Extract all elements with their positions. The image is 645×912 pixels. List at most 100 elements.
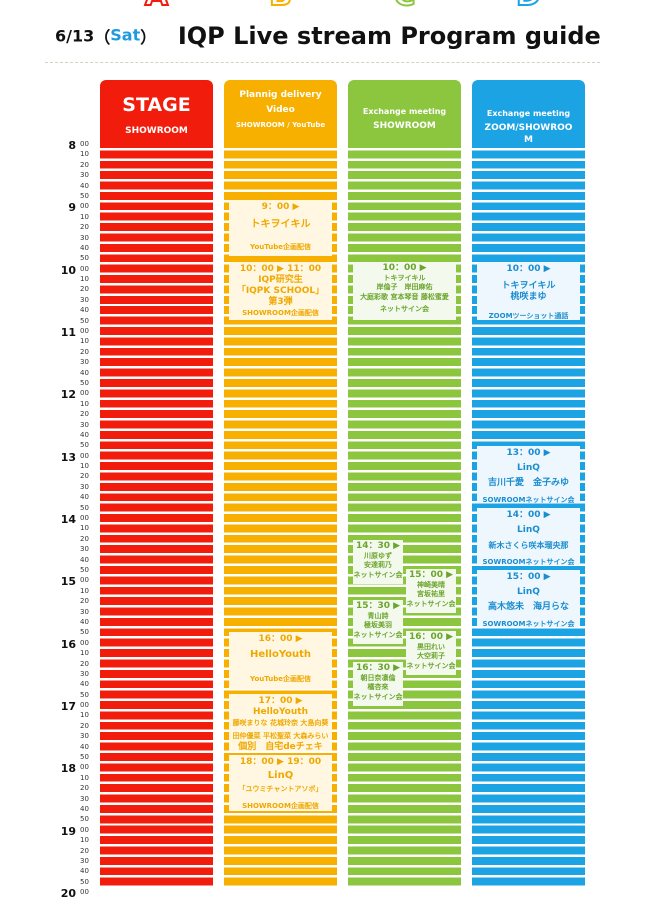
title-text: IQP Live stream Program guide [177,22,601,50]
hour-label: 17 [60,700,76,714]
event-type: SOWROOMネットサイン会 [482,558,575,565]
event-d4[interactable]: 15：00 ▶ LinQ 高木悠未 海月らな SOWROOMネットサイン会 [477,570,580,627]
minute-label: 20 [80,784,89,793]
event-c6[interactable]: 16：30 ▶ 朝日奈凛倫 橘杏來 ネットサイン会 [353,662,403,706]
event-c2[interactable]: 14：30 ▶ 川原ゆず 安達莉乃 ネットサイン会 [353,540,403,584]
minute-label: 40 [80,430,89,439]
event-time: 15：00 ▶ [506,572,551,582]
event-type: ネットサイン会 [380,305,429,313]
minute-label: 30 [80,732,89,741]
column-c-title: Exchange meeting [362,107,447,116]
minute-label: 20 [80,659,89,668]
event-b4[interactable]: 17：00 ▶ HelloYouth 藤咲まりな 花城玲奈 大島向葵 田仲優菜 … [229,694,332,751]
minute-label: 30 [80,420,89,429]
minute-label: 50 [80,690,89,699]
minute-label: 00 [80,140,89,148]
column-d-platform-cont: M [524,135,533,145]
event-type: YouTube企画配信 [250,675,311,683]
minute-label: 40 [80,742,89,751]
minute-label: 20 [80,846,89,855]
column-b-letter: B [224,0,337,14]
day-label: Sat [110,25,141,45]
event-type: SOWROOMネットサイン会 [482,496,575,503]
event-d2[interactable]: 13：00 ▶ LinQ 吉川千愛 金子みゆ SOWROOMネットサイン会 [477,446,580,503]
hour-label: 16 [60,637,76,651]
event-member: 宮坂祐里 [417,590,445,598]
minute-label: 10 [80,337,89,346]
event-type: ZOOMツーショット通話 [488,312,569,320]
minute-label: 50 [80,191,89,200]
column-b-platform: SHOWROOM / YouTube [235,121,326,129]
minute-label: 40 [80,181,89,190]
minute-label: 00 [80,638,89,647]
minute-label: 10 [80,524,89,533]
event-time: 10：00 ▶ [506,264,551,274]
event-c3[interactable]: 15：00 ▶ 神崎美晴 宮坂祐里 ネットサイン会 [406,569,456,613]
minute-label: 00 [80,701,89,710]
column-a: STAGE SHOWROOM [100,80,213,888]
minute-label: 10 [80,150,89,159]
event-time: 18：00 ▶ 19：00 [239,757,322,767]
event-member: 安達莉乃 [364,561,392,569]
page-title: 6/13（Sat） IQP Live stream Program guide [55,22,601,50]
event-title: 「IQPK SCHOOL」 [236,286,325,296]
event-b3[interactable]: 16：00 ▶ HelloYouth YouTube企画配信 [229,632,332,689]
minute-label: 10 [80,462,89,471]
minute-label: 40 [80,306,89,315]
event-subtitle: 「ユウミチャントアソボ」 [238,785,323,793]
event-c4[interactable]: 15：30 ▶ 青山詩 極坂美羽 ネットサイン会 [353,600,403,644]
minute-label: 20 [80,597,89,606]
event-b5[interactable]: 18：00 ▶ 19：00 LinQ 「ユウミチャントアソボ」 SHOWROOM… [229,755,332,811]
event-members: 吉川千愛 金子みゆ [487,478,569,488]
hour-label: 9 [68,201,76,215]
event-members: 田仲優菜 平松聖菜 大森みらい [232,732,329,740]
event-d1[interactable]: 10：00 ▶ トキヲイキル 桃咲まゆ ZOOMツーショット通話 [477,262,580,320]
hour-label: 8 [68,139,76,152]
event-type: SHOWROOM企画配信 [242,802,319,810]
minute-label: 50 [80,877,89,886]
event-member: 桃咲まゆ [510,292,547,302]
minute-label: 40 [80,804,89,813]
event-title: LinQ [267,770,294,781]
minute-label: 30 [80,295,89,304]
event-title: トキヲイキル [383,273,426,282]
event-time: 13：00 ▶ [506,448,551,458]
event-b1[interactable]: 9：00 ▶ トキヲイキル YouTube企画配信 [229,200,332,256]
event-time: 14：00 ▶ [506,510,551,520]
minute-label: 30 [80,171,89,180]
hour-label: 10 [60,263,76,277]
minute-label: 30 [80,794,89,803]
minute-label: 20 [80,347,89,356]
minute-label: 20 [80,160,89,169]
event-time: 9：00 ▶ [261,202,300,212]
minute-label: 20 [80,534,89,543]
minute-label: 30 [80,358,89,367]
event-member: 青山詩 [367,611,389,620]
minute-label: 00 [80,451,89,460]
event-c1[interactable]: 10：00 ▶ トキヲイキル 岸倫子 岸田麻佑 大庭彩歌 宮本琴音 藤松蜜愛 ネ… [353,262,456,320]
event-members: 新木さくら咲本瑠央那 [488,541,569,550]
event-members: 高木悠未 海月らな [487,602,569,612]
column-a-header: STAGE SHOWROOM [100,80,213,140]
column-a-platform: SHOWROOM [125,126,188,136]
event-member: 朝日奈凛倫 [360,673,396,682]
event-b2[interactable]: 10：00 ▶ 11：00 IQP研究生 「IQPK SCHOOL」 第3弾 S… [229,262,332,320]
minute-label: 10 [80,711,89,720]
event-member: 神崎美晴 [417,580,445,589]
minute-label: 50 [80,628,89,637]
event-d3[interactable]: 14：00 ▶ LinQ 新木さくら咲本瑠央那 SOWROOMネットサイン会 [477,508,580,565]
minute-label: 40 [80,617,89,626]
hour-label: 18 [60,762,76,776]
event-c5[interactable]: 16：00 ▶ 黒田れい 大空莉子 ネットサイン会 [406,631,456,675]
minute-label: 20 [80,285,89,294]
minute-label: 50 [80,316,89,325]
minute-label: 40 [80,680,89,689]
minute-label: 10 [80,836,89,845]
minute-label: 20 [80,472,89,481]
minute-label: 40 [80,243,89,252]
event-members: 大庭彩歌 宮本琴音 藤松蜜愛 [360,292,449,301]
minute-label: 10 [80,399,89,408]
divider [45,62,600,63]
minute-label: 50 [80,815,89,824]
event-type: ネットサイン会 [353,570,403,579]
